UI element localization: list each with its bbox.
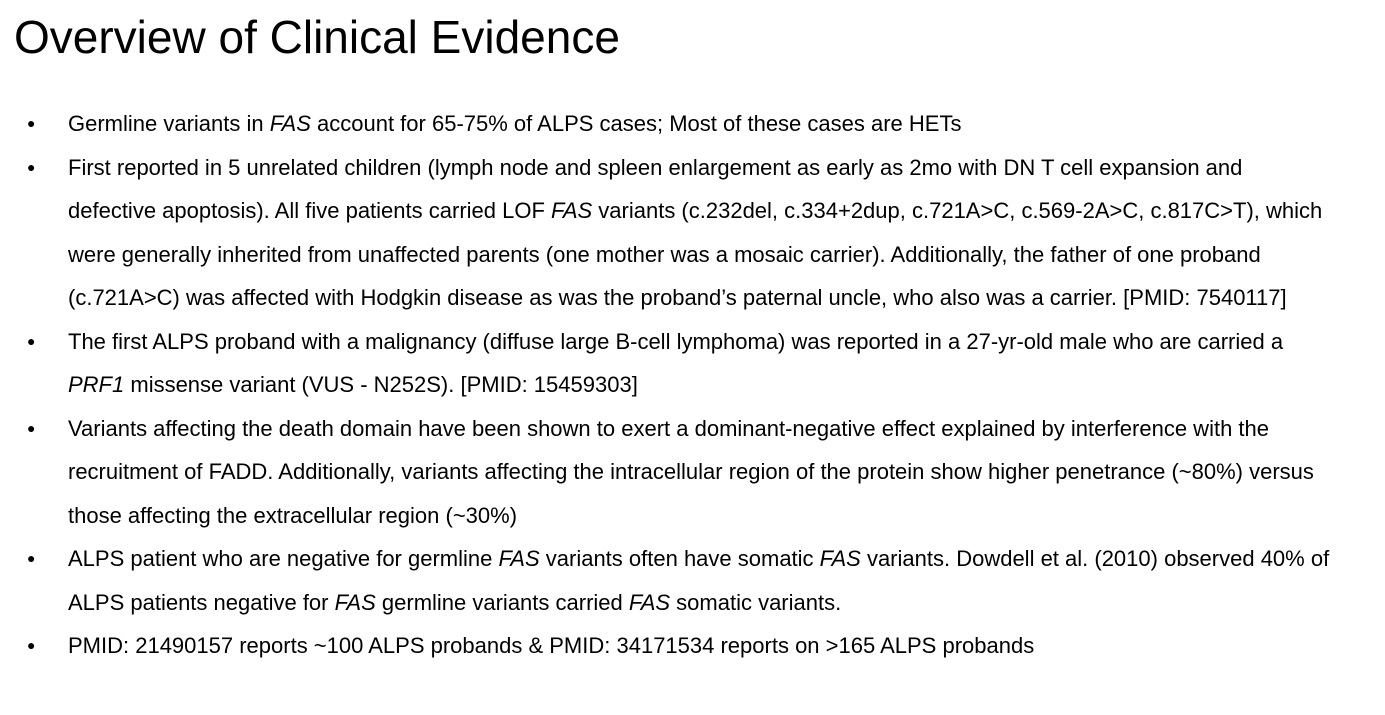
bullet-text: missense variant (VUS - N252S). [PMID: 1… xyxy=(124,372,638,397)
bullet-text: The first ALPS proband with a malignancy… xyxy=(68,328,1284,354)
bullet-list: Germline variants in FAS account for 65-… xyxy=(25,102,1377,668)
bullet-item: The first ALPS proband with a malignancy… xyxy=(25,320,1377,407)
bullet-text: First reported in 5 unrelated children (… xyxy=(68,154,1243,224)
gene-name-italic: FAS xyxy=(819,546,861,571)
bullet-text: Variants affecting the death domain have… xyxy=(68,415,1314,528)
bullet-text: ALPS patient who are negative for germli… xyxy=(68,546,499,571)
gene-name-italic: FAS xyxy=(551,198,593,223)
gene-name-italic: PRF1 xyxy=(68,372,125,397)
bullet-text: variants (c.232del, c.334+2dup, c.721A>C… xyxy=(68,198,1323,310)
bullet-text: germline variants carried xyxy=(375,589,629,615)
bullet-text: Germline variants in xyxy=(68,111,270,136)
bullet-item: ALPS patient who are negative for germli… xyxy=(25,537,1377,624)
gene-name-italic: FAS xyxy=(628,589,671,615)
bullet-item: Germline variants in FAS account for 65-… xyxy=(25,102,1377,146)
bullet-text: account for 65-75% of ALPS cases; Most o… xyxy=(310,111,962,136)
gene-name-italic: FAS xyxy=(269,111,311,136)
bullet-text: variants often have somatic xyxy=(539,546,820,571)
bullet-item: First reported in 5 unrelated children (… xyxy=(25,146,1377,320)
bullet-text: variants. Dowdell et al. (2010) observed… xyxy=(68,546,1330,615)
gene-name-italic: FAS xyxy=(334,589,376,615)
gene-name-italic: FAS xyxy=(498,546,540,571)
bullet-item: Variants affecting the death domain have… xyxy=(25,407,1377,538)
bullet-item: PMID: 21490157 reports ~100 ALPS proband… xyxy=(25,624,1377,668)
page-title: Overview of Clinical Evidence xyxy=(14,11,620,63)
bullet-text: PMID: 21490157 reports ~100 ALPS proband… xyxy=(68,633,1035,658)
bullet-text: somatic variants. xyxy=(670,589,842,615)
